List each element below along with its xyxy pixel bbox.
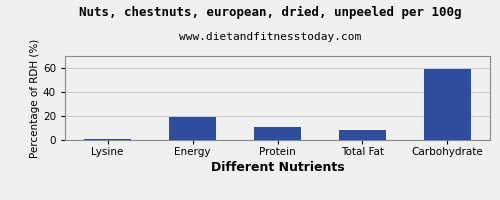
X-axis label: Different Nutrients: Different Nutrients (210, 161, 344, 174)
Bar (254, 127, 301, 140)
Bar (424, 69, 470, 140)
Text: Nuts, chestnuts, european, dried, unpeeled per 100g: Nuts, chestnuts, european, dried, unpeel… (79, 6, 461, 19)
Bar (169, 117, 216, 140)
Y-axis label: Percentage of RDH (%): Percentage of RDH (%) (30, 38, 40, 158)
Text: www.dietandfitnesstoday.com: www.dietandfitnesstoday.com (179, 32, 361, 42)
Bar (84, 139, 131, 140)
Bar (339, 130, 386, 140)
